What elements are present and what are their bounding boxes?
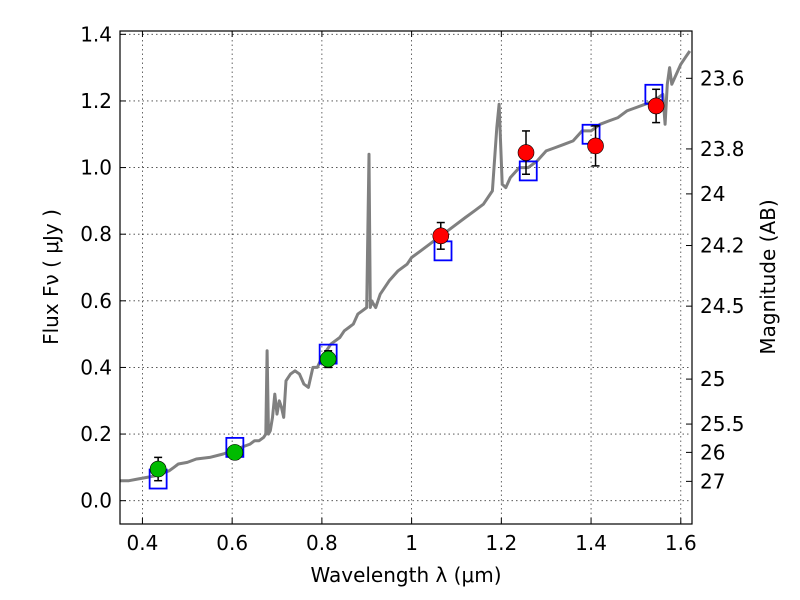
data-point bbox=[149, 460, 167, 478]
data-point bbox=[587, 137, 604, 155]
y2-tick-label: 27 bbox=[700, 469, 725, 493]
x-tick-label: 0.6 bbox=[216, 531, 248, 555]
x-tick-label: 1.2 bbox=[485, 531, 517, 555]
model-square bbox=[518, 160, 538, 182]
x-tick-label: 1.4 bbox=[575, 531, 607, 555]
y2-tick-label: 24 bbox=[700, 182, 725, 206]
y2-axis-label: Magnitude (AB) bbox=[756, 199, 780, 354]
y2-tick-label: 26 bbox=[700, 440, 725, 464]
markers-layer bbox=[148, 83, 665, 490]
y-tick-label: 0.4 bbox=[80, 355, 112, 379]
data-point bbox=[517, 144, 535, 161]
y-tick-label: 0.2 bbox=[80, 422, 112, 446]
y2-tick-label: 24.5 bbox=[700, 294, 745, 318]
x-tick-label: 0.8 bbox=[306, 531, 338, 555]
y2-tick-label: 24.2 bbox=[700, 234, 745, 258]
x-tick-label: 1 bbox=[405, 531, 418, 555]
data-point bbox=[226, 444, 244, 461]
y2-tick-label: 23.8 bbox=[700, 137, 745, 161]
ticks-layer: 0.4 0.6 0.8 1 1.2 1.4 1.6 0.0 0.2 0.4 0.6 0.8 1.0 1.2… bbox=[80, 22, 744, 555]
y-tick-label: 1.2 bbox=[80, 89, 112, 113]
grid-layer bbox=[120, 31, 692, 524]
data-point bbox=[432, 227, 450, 245]
spectrum-line bbox=[120, 50, 692, 483]
y-tick-label: 1.4 bbox=[80, 22, 112, 46]
data-point bbox=[319, 350, 337, 368]
y-tick-label: 0.8 bbox=[80, 222, 112, 246]
model-square bbox=[433, 240, 453, 262]
y2-tick-label: 25.5 bbox=[700, 412, 745, 436]
y-tick-label: 0.6 bbox=[80, 289, 112, 313]
y2-tick-label: 23.6 bbox=[700, 66, 745, 90]
y2-tick-label: 25 bbox=[700, 367, 725, 391]
y-tick-label: 0.0 bbox=[80, 489, 112, 513]
y-tick-label: 1.0 bbox=[80, 156, 112, 180]
x-tick-label: 1.6 bbox=[665, 531, 697, 555]
y-axis-label: Flux Fν ( μJy ) bbox=[39, 209, 63, 345]
x-tick-label: 0.4 bbox=[127, 531, 159, 555]
plot-frame bbox=[119, 30, 693, 525]
data-point bbox=[647, 97, 665, 115]
spectrum-layer bbox=[120, 50, 692, 483]
x-axis-label: Wavelength λ (μm) bbox=[310, 563, 501, 587]
